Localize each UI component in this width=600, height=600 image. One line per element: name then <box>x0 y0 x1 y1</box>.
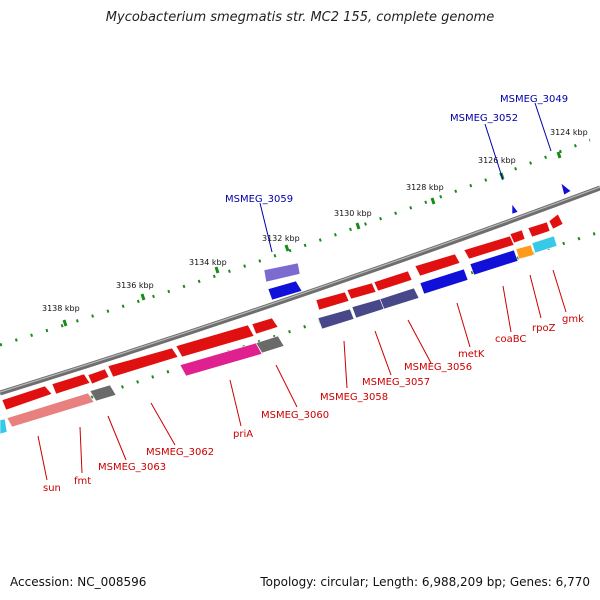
leader-line <box>150 402 176 446</box>
dotted-tick-rings <box>0 138 600 430</box>
gene-label[interactable]: MSMEG_3049 <box>500 94 568 105</box>
scale-label: 3128 kbp <box>406 183 444 192</box>
gene-arrow[interactable] <box>263 262 301 283</box>
genome-stats-text: Topology: circular; Length: 6,988,209 bp… <box>260 575 590 589</box>
major-tick <box>556 151 562 159</box>
leader-line <box>534 102 552 152</box>
gene-arrow[interactable] <box>179 342 263 377</box>
scale-label: 3132 kbp <box>262 234 300 243</box>
gene-arrow[interactable] <box>315 291 350 311</box>
leader-line <box>107 415 127 461</box>
scale-label: 3136 kbp <box>116 281 154 290</box>
leader-line <box>37 435 48 481</box>
gene-label[interactable]: priA <box>233 429 253 440</box>
gene-arrow[interactable] <box>87 368 110 385</box>
gene-marker[interactable] <box>560 182 572 196</box>
gene-label[interactable]: MSMEG_3058 <box>320 392 388 403</box>
map-title: Mycobacterium smegmatis str. MC2 155, co… <box>105 10 495 25</box>
gene-arrow[interactable] <box>0 418 8 435</box>
gene-arrow[interactable] <box>414 253 461 277</box>
gene-arrow[interactable] <box>317 308 355 330</box>
leader-line <box>456 302 471 348</box>
gene-arrow[interactable] <box>527 221 551 238</box>
gene-label[interactable]: rpoZ <box>532 323 556 334</box>
gene-arrow[interactable] <box>175 324 255 358</box>
major-tick <box>284 244 290 252</box>
gene-label[interactable]: MSMEG_3052 <box>450 113 518 124</box>
gene-arrow[interactable] <box>463 235 515 260</box>
leader-line <box>484 123 504 181</box>
gene-label[interactable]: MSMEG_3056 <box>404 362 472 373</box>
scale-label: 3138 kbp <box>42 304 80 313</box>
gene-arrow[interactable] <box>251 317 279 335</box>
gene-arrow[interactable] <box>267 280 303 301</box>
gene-arrow[interactable] <box>509 229 526 244</box>
gene-arrow[interactable] <box>379 287 420 310</box>
forward-strand-genes <box>1 213 564 411</box>
major-tick <box>62 319 68 327</box>
gene-arrow[interactable] <box>419 268 469 295</box>
gene-arrow[interactable] <box>346 282 377 300</box>
scale-label: 3124 kbp <box>550 128 588 137</box>
reverse-strand-genes <box>0 235 558 435</box>
gene-arrow[interactable] <box>548 213 564 230</box>
leader-line <box>343 340 348 389</box>
leader-line <box>79 426 83 474</box>
genome-backbone-highlight <box>0 186 600 393</box>
gene-arrow[interactable] <box>1 385 53 411</box>
leader-lines <box>37 102 567 481</box>
gene-label[interactable]: MSMEG_3060 <box>261 410 329 421</box>
leader-line <box>552 269 567 313</box>
accession-text: Accession: NC_008596 <box>10 575 147 589</box>
gene-label[interactable]: fmt <box>74 476 91 487</box>
genome-backbone <box>0 185 600 396</box>
gene-label[interactable]: MSMEG_3062 <box>146 447 214 458</box>
gene-label[interactable]: MSMEG_3059 <box>225 194 293 205</box>
scale-label: 3130 kbp <box>334 209 372 218</box>
gene-arrow[interactable] <box>469 249 519 276</box>
major-tick <box>355 222 361 230</box>
gene-label[interactable]: gmk <box>562 314 584 325</box>
leader-line <box>502 285 512 333</box>
gene-marker[interactable] <box>511 203 519 215</box>
gene-label[interactable]: coaBC <box>495 334 526 345</box>
gene-arrow[interactable] <box>373 270 413 292</box>
leader-line <box>275 364 298 408</box>
gene-arrow[interactable] <box>89 384 117 402</box>
leader-line <box>529 274 542 319</box>
gene-arrow[interactable] <box>51 373 91 395</box>
gene-label[interactable]: sun <box>43 483 61 494</box>
gene-labels: MSMEG_3049 MSMEG_3052 MSMEG_3059 gmk rpo… <box>43 94 584 494</box>
leader-line <box>229 379 242 427</box>
gene-label[interactable]: MSMEG_3063 <box>98 462 166 473</box>
gene-label[interactable]: MSMEG_3057 <box>362 377 430 388</box>
gene-arrow[interactable] <box>255 335 285 354</box>
major-tick <box>214 266 220 274</box>
gene-arrow[interactable] <box>107 347 179 378</box>
major-tick <box>430 197 436 205</box>
leader-line <box>374 330 392 376</box>
gene-arrow[interactable] <box>351 298 385 319</box>
leader-line <box>407 319 432 364</box>
gene-label[interactable]: metK <box>458 349 485 360</box>
leader-line <box>259 202 273 253</box>
scale-label: 3134 kbp <box>189 258 227 267</box>
highlighted-genes <box>263 182 572 301</box>
major-tick <box>140 293 146 301</box>
gene-arrow[interactable] <box>6 392 95 428</box>
gene-arrow[interactable] <box>515 244 535 260</box>
gene-arrow[interactable] <box>531 235 558 254</box>
